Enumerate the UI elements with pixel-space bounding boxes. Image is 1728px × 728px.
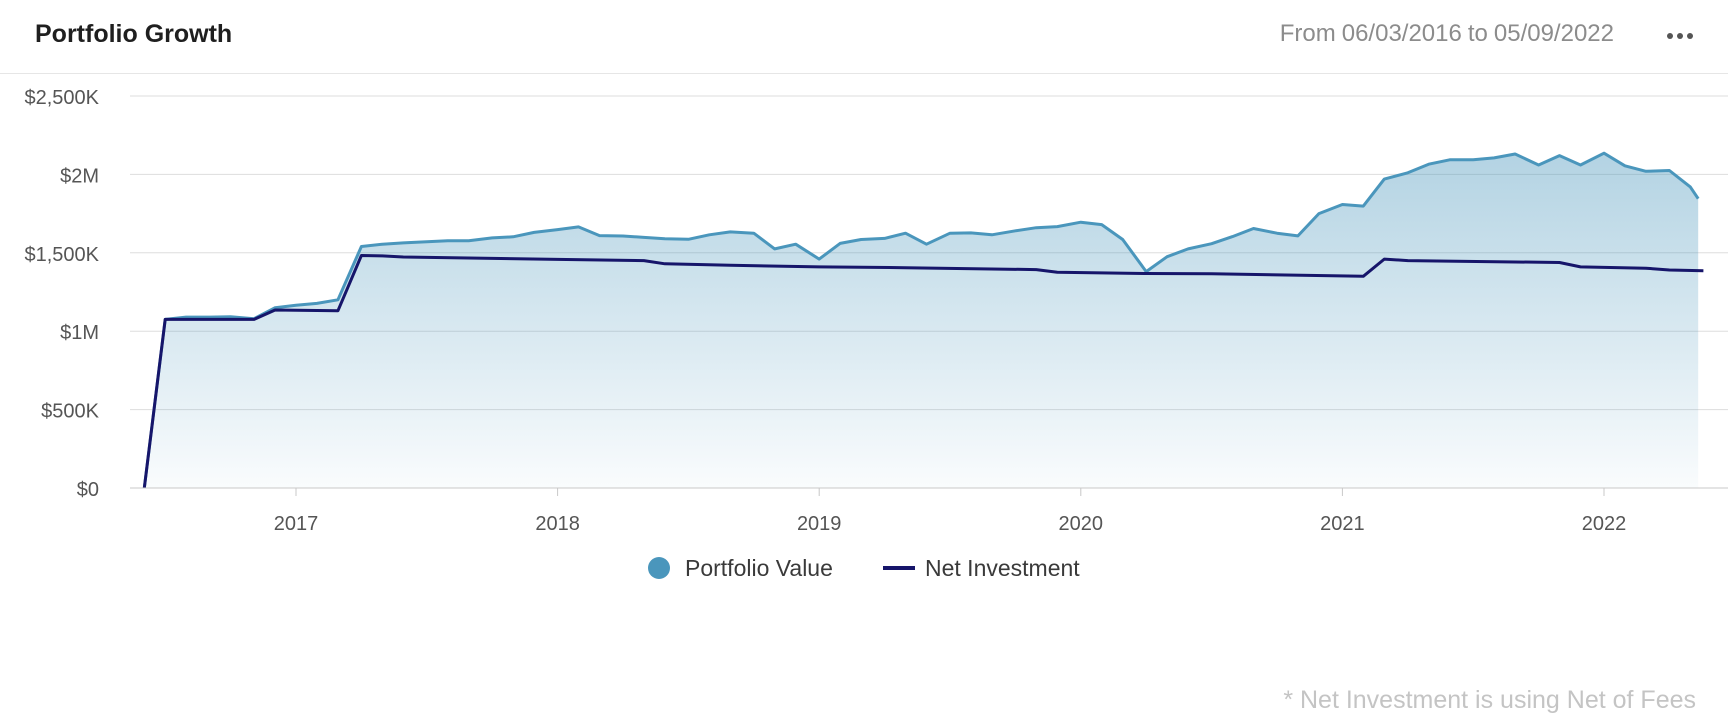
- legend-portfolio-value-marker: [648, 557, 670, 579]
- y-tick-label: $2M: [60, 165, 99, 187]
- legend-portfolio-value-label: Portfolio Value: [685, 555, 833, 581]
- y-tick-label: $2,500K: [24, 87, 99, 109]
- footnote: * Net Investment is using Net of Fees: [1283, 686, 1696, 714]
- portfolio-growth-chart: $0 $500K $1M $1,500K $2M $2,500K 2017 2018 2019 2…: [24, 87, 1728, 581]
- x-tick-label: 2017: [274, 513, 319, 535]
- more-options-button[interactable]: [1662, 20, 1698, 52]
- card-header: Portfolio Growth From 06/03/2016 to 05/09/2…: [0, 0, 1728, 74]
- date-range: From 06/03/2016 to 05/09/2022: [1280, 20, 1614, 48]
- x-tick-label: 2020: [1059, 513, 1104, 535]
- x-tick-label: 2018: [535, 513, 580, 535]
- date-to-label: to: [1467, 20, 1488, 47]
- x-tick-label: 2021: [1320, 513, 1365, 535]
- portfolio-value-line: [142, 151, 1700, 489]
- y-tick-label: $500K: [41, 401, 99, 423]
- x-tick-label: 2019: [797, 513, 842, 535]
- date-to: 05/09/2022: [1493, 20, 1614, 47]
- more-horizontal-icon: [1667, 33, 1693, 39]
- y-tick-label: $1M: [60, 322, 99, 344]
- x-tick-label: 2022: [1582, 513, 1627, 535]
- portfolio-value-area: [144, 153, 1699, 488]
- date-from: 06/03/2016: [1341, 20, 1462, 47]
- legend-net-investment-label: Net Investment: [925, 555, 1080, 581]
- y-tick-label: $0: [77, 479, 99, 501]
- y-tick-label: $1,500K: [24, 244, 99, 266]
- chart-title: Portfolio Growth: [35, 20, 233, 48]
- date-from-label: From: [1279, 20, 1336, 47]
- net-investment-line: [142, 254, 1704, 489]
